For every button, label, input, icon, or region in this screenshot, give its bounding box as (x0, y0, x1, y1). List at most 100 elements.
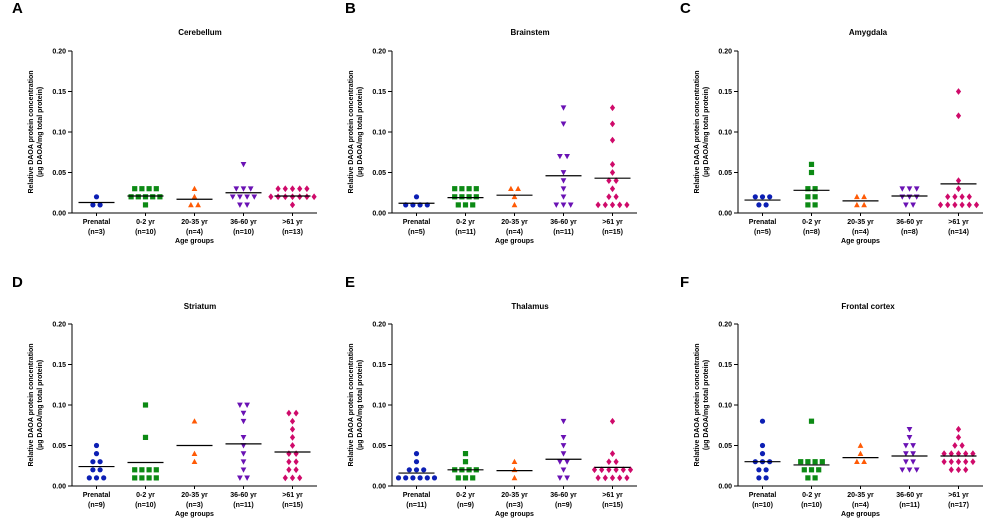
data-point (819, 459, 825, 465)
y-axis-label-line1: Relative DAOA protein concentration (694, 70, 701, 193)
data-point (963, 450, 969, 457)
data-point (188, 201, 194, 208)
data-point (959, 201, 965, 209)
data-point (424, 475, 430, 481)
data-point (759, 451, 766, 457)
data-point (289, 193, 296, 201)
data-point (557, 459, 563, 465)
x-tick-count: (n=14) (948, 229, 969, 236)
data-point (899, 467, 906, 473)
data-point (906, 186, 913, 192)
data-point (240, 435, 247, 441)
data-point (613, 466, 619, 474)
y-tick-label: 0.00 (718, 484, 732, 491)
data-point (613, 193, 619, 201)
y-axis-label-line1: Relative DAOA protein concentration (348, 343, 355, 466)
panel-a: A Cerebellum 0.00 0.05 0.10 0.15 0.20 Relative … (12, 0, 317, 245)
x-tick-label: 36-60 yr (550, 219, 577, 226)
y-tick-label: 0.05 (52, 443, 66, 450)
data-point (966, 193, 972, 201)
data-point (413, 467, 420, 473)
panel-label: E (345, 274, 355, 291)
panel-d: D Striatum 0.00 0.05 0.10 0.15 0.20 Relative DA… (12, 274, 317, 518)
y-axis-label: Relative DAOA protein concentration (µg D… (694, 70, 710, 193)
x-tick-count: (n=8) (901, 229, 918, 236)
data-point (240, 451, 247, 457)
data-point (473, 186, 479, 192)
group--61-yr: >61 yr (n=14) (937, 88, 980, 236)
data-point (470, 475, 476, 481)
data-point (244, 202, 250, 208)
data-point (132, 475, 138, 481)
data-point (805, 202, 811, 208)
data-point (275, 193, 281, 201)
data-point (913, 467, 920, 473)
data-point (297, 185, 303, 193)
panel-title: Cerebellum (178, 28, 222, 37)
data-point (289, 434, 296, 441)
data-point (910, 459, 916, 465)
data-point (93, 194, 100, 200)
data-point (90, 202, 96, 208)
data-point (142, 202, 149, 208)
data-point (624, 474, 630, 482)
data-point (413, 459, 420, 465)
data-point (812, 186, 818, 192)
data-point (906, 467, 913, 473)
x-tick-count: (n=17) (948, 502, 969, 509)
data-point (466, 186, 472, 192)
x-tick-count: (n=4) (852, 229, 869, 236)
data-point (304, 193, 310, 201)
data-point (553, 202, 560, 208)
data-point (808, 418, 815, 424)
data-point (93, 442, 100, 449)
x-tick-label: 20-35 yr (501, 219, 528, 226)
data-point (557, 153, 563, 160)
data-point (966, 201, 972, 209)
data-point (455, 202, 461, 208)
data-point (132, 467, 138, 473)
data-point (240, 467, 247, 473)
data-point (805, 459, 811, 465)
data-point (955, 177, 962, 184)
y-tick-label: 0.20 (372, 322, 386, 329)
data-point (767, 194, 773, 200)
data-point (455, 475, 461, 481)
data-point (286, 458, 292, 466)
data-point (289, 425, 296, 433)
x-tick-count: (n=8) (803, 229, 820, 236)
data-point (606, 193, 612, 201)
data-point (941, 458, 947, 466)
data-point (763, 467, 769, 473)
group--61-yr: >61 yr (n=15) (274, 409, 311, 509)
y-axis-label-line1: Relative DAOA protein concentration (28, 343, 35, 466)
data-point (805, 475, 811, 481)
group-0-2-yr: 0-2 yr (n=10) (793, 418, 830, 509)
data-point (759, 418, 766, 424)
x-tick-count: (n=3) (506, 502, 523, 509)
y-tick-label: 0.00 (372, 211, 386, 218)
data-point (560, 435, 567, 441)
data-point (595, 474, 601, 482)
y-tick-label: 0.20 (718, 322, 732, 329)
data-point (508, 185, 514, 192)
data-point (240, 186, 247, 192)
data-point (955, 434, 962, 441)
data-point (470, 202, 476, 208)
data-point (798, 459, 804, 465)
data-point (229, 194, 236, 200)
data-point (191, 458, 198, 465)
data-point (560, 105, 567, 111)
data-point (955, 88, 962, 95)
data-point (595, 201, 601, 209)
data-point (511, 474, 518, 481)
data-point (511, 466, 518, 473)
x-tick-count: (n=10) (135, 229, 156, 236)
x-tick-label: >61 yr (602, 219, 623, 226)
x-tick-count: (n=10) (233, 229, 254, 236)
data-point (304, 185, 310, 193)
x-tick-label: 36-60 yr (230, 492, 257, 499)
data-point (599, 466, 605, 474)
data-point (609, 136, 616, 144)
data-point (289, 201, 296, 209)
